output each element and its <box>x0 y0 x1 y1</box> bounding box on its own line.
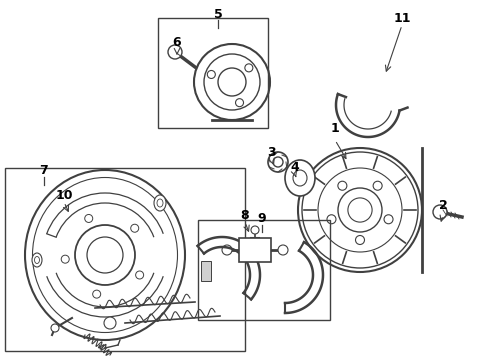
Text: 3: 3 <box>267 145 276 158</box>
Ellipse shape <box>32 253 42 267</box>
Text: 1: 1 <box>330 122 339 135</box>
Text: 4: 4 <box>290 161 299 174</box>
Ellipse shape <box>154 195 165 211</box>
Text: 9: 9 <box>257 212 266 225</box>
Circle shape <box>278 245 287 255</box>
Text: 8: 8 <box>240 208 249 221</box>
Ellipse shape <box>285 160 314 196</box>
Circle shape <box>222 245 231 255</box>
Text: 6: 6 <box>172 36 181 49</box>
Text: 2: 2 <box>438 198 447 212</box>
Circle shape <box>51 324 59 332</box>
Text: 5: 5 <box>213 8 222 21</box>
Bar <box>158 18 267 128</box>
Circle shape <box>104 317 116 329</box>
Bar <box>5 168 244 351</box>
Circle shape <box>168 45 182 59</box>
Bar <box>239 238 270 262</box>
Circle shape <box>250 226 259 234</box>
Bar <box>201 261 210 281</box>
Bar <box>198 220 329 320</box>
Circle shape <box>432 205 446 219</box>
Text: 11: 11 <box>392 12 410 24</box>
Text: 10: 10 <box>55 189 73 202</box>
Text: 7: 7 <box>40 163 48 176</box>
